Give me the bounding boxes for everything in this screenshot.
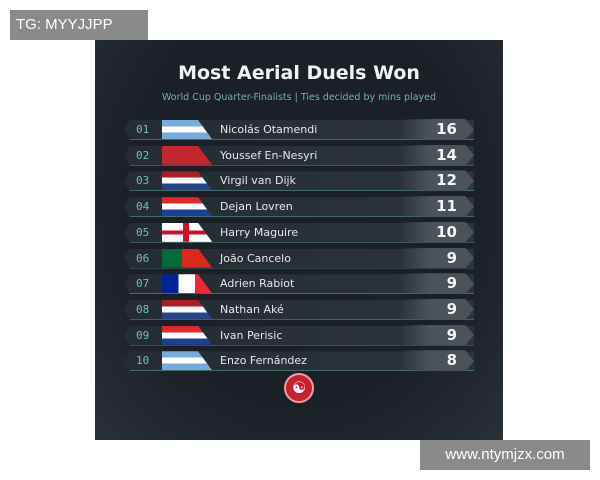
flag-croatia-icon [162,197,212,217]
score-value: 9 [446,274,457,293]
player-name: Adrien Rabiot [220,277,295,291]
player-name: Ivan Perisic [220,328,283,342]
score-value: 9 [446,248,457,267]
flag-morocco-icon [162,145,212,165]
rank-label: 06 [136,251,150,265]
subtitle: World Cup Quarter-Finalists | Ties decid… [161,92,437,103]
score-value: 11 [436,197,457,216]
flag-england-icon [162,222,212,242]
table-row: 04 Dejan Lovren 11 [124,196,474,218]
table-row: 10 Enzo Fernández 8 [124,350,474,372]
table-row: 07 Adrien Rabiot 9 [124,273,474,295]
player-name: João Cancelo [220,251,291,265]
player-name: Harry Maguire [220,225,299,239]
row-background [124,222,474,243]
row-background [124,274,474,295]
score-box: 11 [400,196,474,218]
table-row: 05 Harry Maguire 10 [124,221,474,243]
table-row: 03 Virgil van Dijk 12 [124,170,474,192]
player-name: Virgil van Dijk [220,174,296,188]
score-value: 12 [436,171,457,190]
score-box: 9 [400,324,474,346]
table-row: 06 João Cancelo 9 [124,247,474,269]
score-value: 8 [446,351,457,370]
score-box: 9 [400,298,474,320]
score-value: 14 [436,145,457,164]
score-value: 16 [436,120,457,138]
flag-croatia-icon [162,325,212,345]
score-box: 10 [400,221,474,243]
rank-label: 07 [136,277,150,291]
player-name: Enzo Fernández [220,354,307,368]
table-row: 09 Ivan Perisic 9 [124,324,474,346]
row-background [124,120,474,140]
watermark-bottom-right: www.ntymjzx.com [420,440,590,470]
player-name: Nathan Aké [220,302,284,316]
row-background [124,171,474,192]
table-row: 01 Nicolás Otamendi 16 [124,119,474,140]
rank-label: 09 [136,328,150,342]
score-box: 12 [400,170,474,192]
rank-label: 04 [136,200,150,214]
row-background [124,351,474,372]
score-box: 9 [400,247,474,269]
ranking-card: Most Aerial Duels Won World Cup Quarter-… [95,40,503,440]
rank-label: 01 [136,123,150,136]
rank-label: 10 [136,354,150,368]
flag-netherlands-icon [162,299,212,319]
flag-netherlands-icon [162,171,212,191]
rank-label: 05 [136,225,150,239]
rank-label: 02 [136,148,150,162]
flag-portugal-icon [162,248,212,268]
table-row: 02 Youssef En-Nesyri 14 [124,144,474,166]
row-background [124,325,474,346]
page-title: Most Aerial Duels Won [178,62,420,84]
row-background [124,197,474,218]
rank-label: 08 [136,302,150,316]
flag-france-icon [162,274,212,294]
flag-argentina-icon [162,120,212,139]
watermark-top-left: TG: MYYJJPP [10,10,148,40]
score-box: 16 [400,119,474,140]
brand-logo-icon: ☯ [284,373,314,403]
score-box: 9 [400,273,474,295]
row-background [124,248,474,269]
score-value: 9 [446,299,457,318]
flag-argentina-icon [162,351,212,371]
player-name: Youssef En-Nesyri [220,148,318,162]
row-background [124,145,474,166]
score-box: 14 [400,144,474,166]
row-background [124,299,474,320]
score-box: 8 [400,350,474,372]
player-name: Nicolás Otamendi [220,123,318,136]
score-value: 10 [436,222,457,241]
rank-label: 03 [136,174,150,188]
table-row: 08 Nathan Aké 9 [124,298,474,320]
score-value: 9 [446,325,457,344]
player-name: Dejan Lovren [220,200,293,214]
